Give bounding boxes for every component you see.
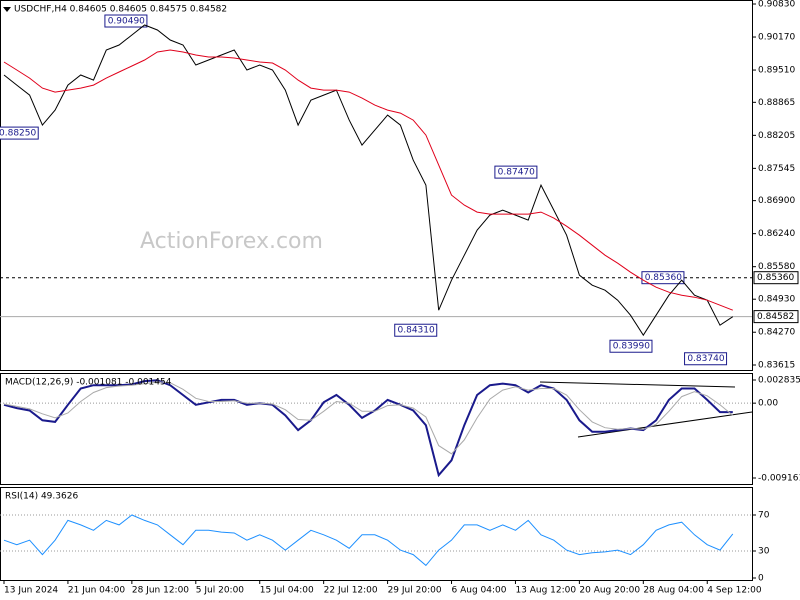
x-tick-label: 13 Aug 12:00 [515, 586, 576, 596]
annotation-box [684, 352, 728, 366]
annotation-label: 0.87470 [498, 168, 535, 178]
panel-title: RSI(14) 49.3626 [5, 492, 78, 502]
y-tick-label: -0.009161 [758, 474, 800, 484]
trend-line [577, 411, 753, 438]
x-tick-label: 4 Sep 12:00 [707, 586, 762, 596]
series-line [3, 24, 734, 337]
y-tick-label: 0.86240 [758, 229, 795, 239]
panel [0, 373, 753, 485]
x-tick-label: 29 Jul 20:00 [388, 586, 442, 596]
x-tick-label: 20 Aug 20:00 [579, 586, 640, 596]
x-tick-label: 28 Aug 04:00 [643, 586, 704, 596]
price-label-box [753, 271, 799, 285]
panel: ActionForex.com 0.90490 0.88250 0.87470 0.84… [0, 0, 753, 371]
panel [0, 487, 753, 581]
series-line [3, 379, 733, 478]
y-tick-label: 0.88205 [758, 131, 795, 141]
price-label-box [753, 310, 799, 324]
y-tick-label: 70 [758, 511, 770, 521]
trend-line [539, 381, 736, 388]
annotation-label: 0.85360 [645, 273, 682, 283]
x-tick-label: 21 Jun 04:00 [68, 586, 125, 596]
panel-frame [0, 0, 753, 371]
annotation-label: 0.90490 [108, 17, 145, 27]
annotation-box [0, 126, 39, 140]
y-tick-label: 0.84270 [758, 328, 795, 338]
watermark: ActionForex.com [140, 229, 323, 254]
x-tick-label: 22 Jul 12:00 [324, 586, 378, 596]
y-tick-label: 30 [758, 547, 770, 557]
price-label: 0.85360 [757, 273, 794, 283]
y-tick-label: 0 [758, 574, 764, 584]
annotation-box [394, 323, 438, 337]
panel-title: USDCHF,H4 0.84605 0.84605 0.84575 0.8458… [14, 5, 227, 15]
price-label: 0.84582 [757, 312, 794, 322]
series-line [3, 514, 734, 567]
panel-frame [0, 487, 753, 581]
y-tick-label: 0.87545 [758, 164, 795, 174]
x-tick-label: 28 Jun 12:00 [132, 586, 189, 596]
annotation-box [494, 165, 538, 179]
y-tick-label: 0.84930 [758, 295, 795, 305]
y-tick-label: 0.85580 [758, 262, 795, 272]
y-tick-label: 0.88865 [758, 98, 795, 108]
annotation-label: 0.88250 [0, 129, 37, 139]
annotation-label: 0.83990 [613, 342, 650, 352]
y-tick-label: 0.00 [758, 399, 778, 409]
y-tick-label: 0.89510 [758, 66, 795, 76]
x-tick-label: 5 Jul 20:00 [196, 586, 245, 596]
series-line [3, 381, 734, 455]
x-tick-label: 6 Aug 04:00 [452, 586, 507, 596]
annotation-box [104, 14, 148, 28]
series-line [3, 49, 733, 311]
y-tick-label: 0.002835 [758, 376, 800, 386]
annotation-box [609, 339, 653, 353]
x-tick-label: 13 Jun 2024 [4, 586, 58, 596]
panel-frame [0, 373, 753, 485]
y-tick-label: 0.83615 [758, 361, 795, 371]
y-tick-label: 0.90830 [758, 0, 795, 10]
menu-arrow[interactable] [3, 7, 11, 12]
annotation-label: 0.84310 [398, 326, 435, 336]
x-tick-label: 15 Jul 04:00 [260, 586, 314, 596]
annotation-label: 0.83740 [687, 354, 724, 364]
panel-title: MACD(12,26,9) -0.001081 -0.001454 [5, 378, 172, 388]
y-tick-label: 0.86900 [758, 196, 795, 206]
annotation-box [641, 271, 685, 285]
y-tick-label: 0.90170 [758, 33, 795, 43]
